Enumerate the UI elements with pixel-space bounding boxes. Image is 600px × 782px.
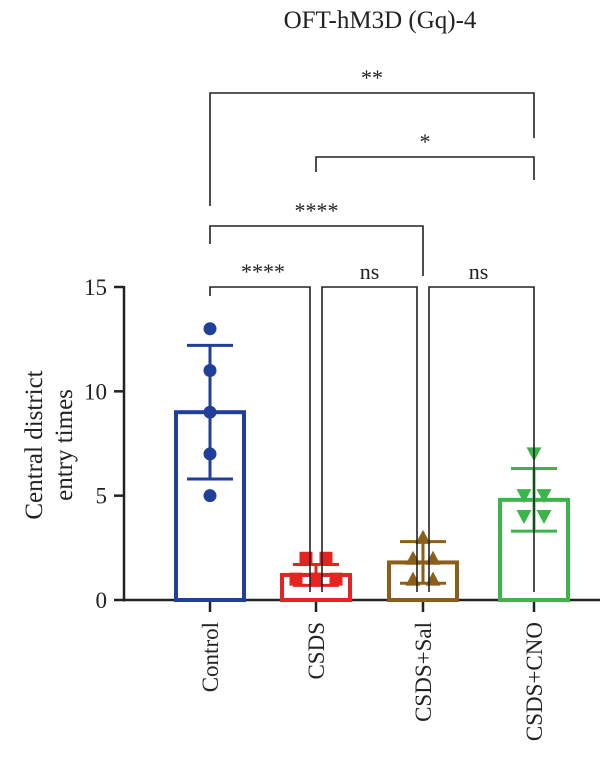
data-point [203,322,217,336]
data-point [203,489,217,503]
y-tick-label: 10 [84,379,107,404]
y-axis-label: Central district entry times [21,370,78,519]
data-point [309,572,323,586]
x-tick-label: CSDS+Sal [411,622,436,722]
data-point [415,529,431,544]
significance-bracket [209,92,535,206]
significance-label: * [420,129,431,154]
data-point [289,572,303,586]
significance-label: ns [469,259,489,284]
data-point [405,571,421,586]
data-point [203,363,217,377]
significance-label: **** [295,198,339,223]
significance-bracket [315,156,535,180]
significance-label: **** [241,259,285,284]
significance-label: ns [360,259,380,284]
data-point [203,405,217,419]
x-tick-label: CSDS [304,622,329,680]
y-axis-label-line-2: entry times [51,389,78,501]
chart-title: OFT-hM3D (Gq)-4 [284,7,477,34]
data-point [536,489,552,504]
significance-bracket [428,286,535,592]
data-point [516,510,532,525]
y-tick-label: 15 [84,275,107,300]
data-point [516,489,532,504]
data-point [405,550,421,565]
data-point [425,571,441,586]
significance-bracket [321,286,418,592]
significance-bracket [209,225,424,276]
significance-bracket [209,286,311,592]
data-point [425,550,441,565]
y-axis-label-line-1: Central district [21,370,48,519]
data-point [329,572,343,586]
x-tick-label: Control [198,622,223,692]
y-tick-label: 0 [96,588,108,613]
significance-label: ** [361,65,383,90]
data-point [203,447,217,461]
x-tick-label: CSDS+CNO [522,622,547,741]
plot-area: 0 5 10 15 Control CSDS CSDS+Sal CSDS+CNO **** ns n… [84,65,600,741]
data-point [536,510,552,525]
y-tick-label: 5 [96,484,108,509]
